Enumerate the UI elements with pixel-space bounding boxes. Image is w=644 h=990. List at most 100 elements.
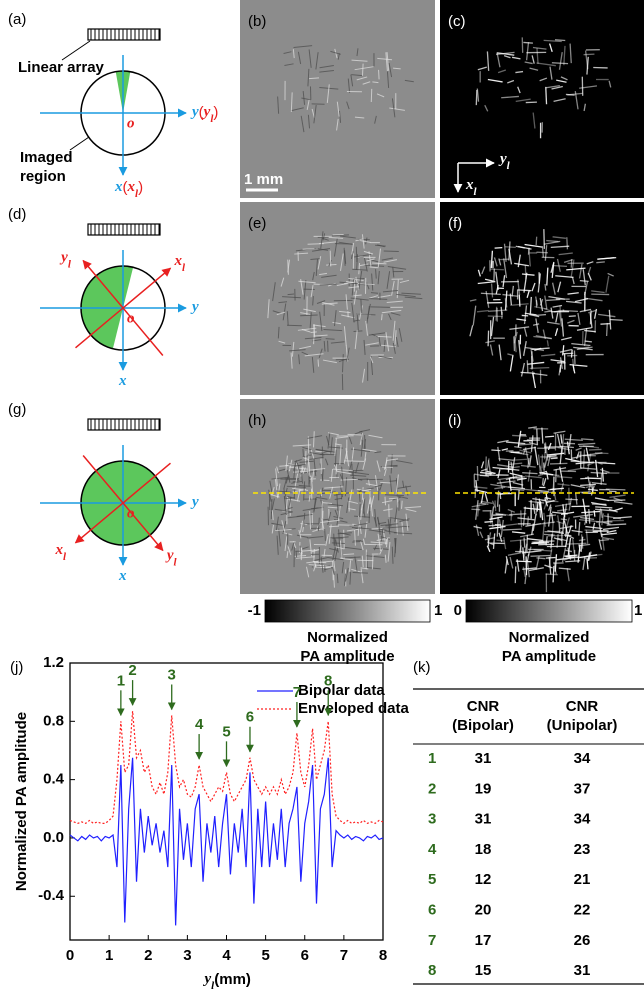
image-feature: [294, 459, 302, 463]
image-feature: [534, 446, 539, 466]
image-feature: [528, 455, 532, 466]
image-feature: [518, 294, 521, 307]
image-feature: [312, 528, 322, 532]
image-feature: [487, 532, 492, 543]
image-feature: [348, 471, 370, 476]
image-feature: [353, 330, 363, 333]
xl-label: xl: [173, 254, 186, 274]
image-feature: [351, 302, 355, 323]
image-feature: [317, 517, 320, 532]
image-feature: [297, 51, 302, 65]
image-feature: [556, 433, 561, 447]
image-feature: [575, 461, 594, 465]
image-feature: [359, 429, 371, 433]
image-feature: [475, 524, 480, 537]
image-feature: [556, 258, 561, 272]
image-feature: [312, 271, 315, 281]
image-feature: [585, 477, 602, 480]
text-part: l: [211, 980, 215, 990]
image-feature: [363, 257, 368, 272]
image-feature: [380, 523, 399, 527]
image-feature: [564, 554, 578, 557]
x-axis-label: x: [118, 373, 127, 389]
image-feature: [486, 545, 491, 553]
image-feature: [393, 532, 413, 535]
image-feature: [587, 266, 592, 275]
image-feature: [291, 341, 295, 357]
image-feature: [364, 435, 366, 449]
image-feature: [548, 43, 553, 52]
image-feature: [319, 241, 337, 245]
table-cell: 31: [475, 811, 492, 828]
image-feature: [327, 432, 331, 449]
image-feature: [519, 449, 532, 454]
image-feature: [283, 495, 287, 516]
image-feature: [315, 259, 318, 276]
linear-array: [87, 28, 161, 41]
image-feature: [481, 266, 486, 275]
image-feature: [580, 483, 596, 487]
image-feature: [287, 259, 291, 273]
table-cell: 18: [475, 841, 492, 858]
peak-label: 6: [246, 709, 254, 726]
image-feature: [574, 298, 589, 303]
image-feature: [395, 460, 413, 464]
image-feature: [324, 458, 329, 466]
image-feature: [328, 236, 344, 239]
image-feature: [469, 325, 474, 337]
image-feature: [503, 258, 508, 279]
image-feature: [517, 489, 520, 500]
image-feature: [278, 301, 288, 304]
image-feature: [337, 505, 341, 521]
image-feature: [563, 534, 572, 537]
text-part: (: [123, 179, 128, 196]
image-feature: [368, 529, 385, 533]
image-feature: [359, 305, 363, 320]
image-feature: [293, 45, 313, 49]
image-feature: [510, 461, 515, 480]
image-feature: [279, 465, 289, 467]
image-feature: [512, 481, 524, 486]
image-feature: [301, 351, 309, 356]
image-feature: [287, 515, 304, 519]
image-feature: [285, 455, 288, 471]
image-feature: [511, 285, 515, 297]
image-feature: [356, 313, 376, 316]
image-feature: [527, 457, 530, 469]
image-feature: [511, 531, 526, 534]
image-feature: [351, 74, 363, 77]
image-feature: [293, 460, 297, 471]
image-feature: [327, 506, 338, 509]
text-part: y: [202, 104, 211, 120]
image-feature: [536, 501, 539, 512]
image-feature: [352, 268, 367, 271]
image-feature: [549, 462, 568, 465]
image-feature: [497, 464, 514, 468]
image-feature: [376, 93, 385, 98]
image-feature: [341, 561, 345, 574]
image-feature: [542, 329, 547, 340]
legend-label: Bipolar data: [298, 682, 385, 699]
image-feature: [501, 95, 519, 99]
image-feature: [347, 78, 351, 94]
image-feature: [301, 454, 312, 458]
image-feature: [274, 478, 279, 499]
image-feature: [380, 528, 384, 542]
image-feature: [276, 466, 280, 474]
image-feature: [378, 69, 380, 80]
image-feature: [582, 557, 586, 571]
image-feature: [334, 497, 343, 500]
image-feature: [292, 49, 295, 59]
bipolar-image: [240, 202, 435, 395]
image-feature: [319, 311, 323, 332]
image-feature: [553, 537, 563, 541]
image-feature: [536, 62, 556, 67]
image-texture: [277, 45, 414, 133]
image-feature: [549, 66, 553, 80]
image-feature: [277, 326, 280, 339]
image-feature: [560, 518, 568, 521]
image-feature: [347, 433, 362, 436]
table-header: CNR: [467, 698, 500, 715]
image-feature: [517, 86, 521, 94]
image-feature: [270, 498, 273, 519]
